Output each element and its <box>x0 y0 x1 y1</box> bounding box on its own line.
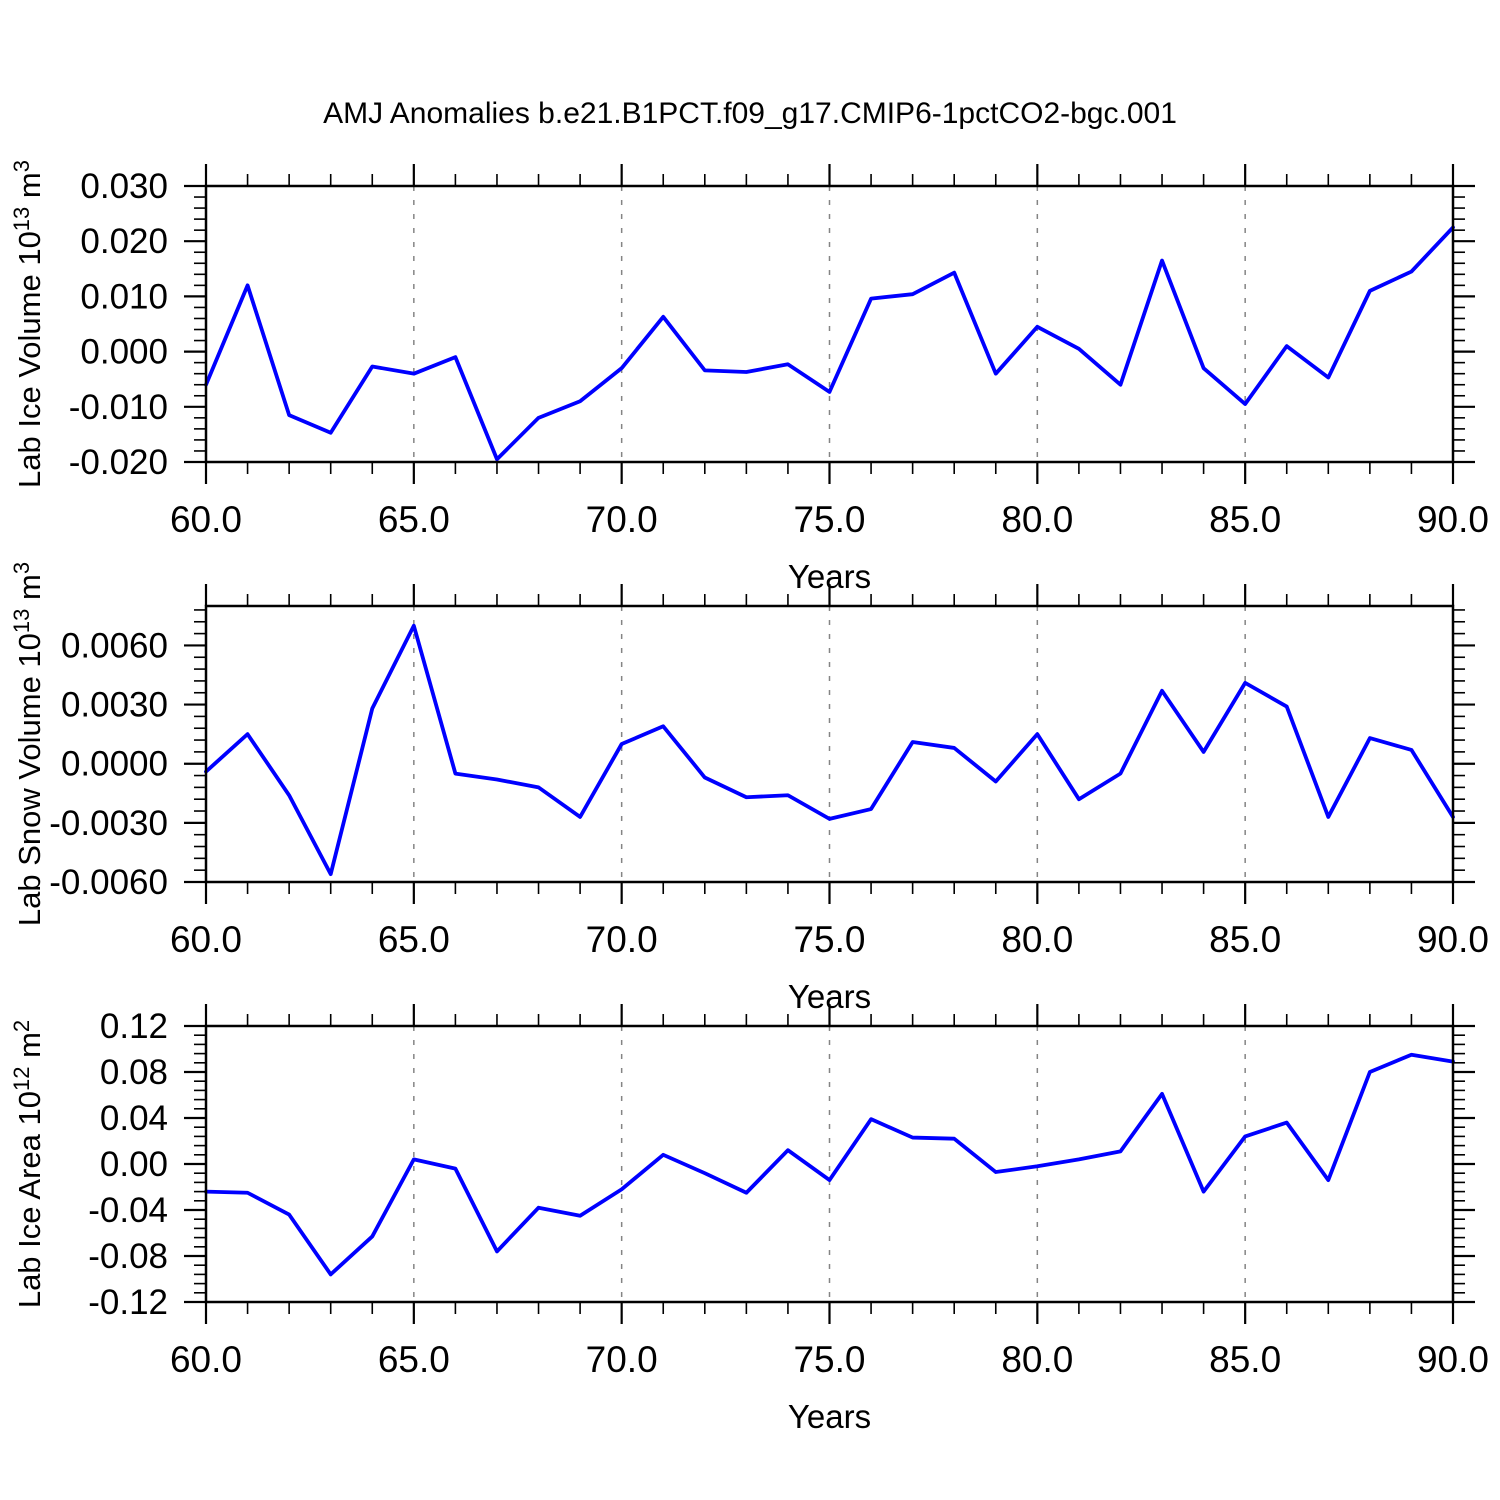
lab-ice-area-xtick-label: 90.0 <box>1417 1339 1489 1380</box>
lab-ice-volume-ytick-label: 0.000 <box>80 333 168 372</box>
lab-snow-volume-ytick-label: -0.0060 <box>49 863 168 902</box>
lab-ice-volume-xtick-label: 70.0 <box>586 499 658 540</box>
lab-snow-volume-xtick-label: 80.0 <box>1001 919 1073 960</box>
lab-ice-area-ytick-label: 0.04 <box>100 1099 168 1138</box>
lab-snow-volume-ytick-label: -0.0030 <box>49 804 168 843</box>
lab-ice-area-xtick-label: 80.0 <box>1001 1339 1073 1380</box>
lab-ice-area-ytick-label: 0.08 <box>100 1053 168 1092</box>
lab-snow-volume-y-axis-title: Lab Snow Volume 1013 m3 <box>9 562 47 926</box>
lab-ice-volume-xtick-label: 90.0 <box>1417 499 1489 540</box>
plot-title: AMJ Anomalies b.e21.B1PCT.f09_g17.CMIP6-… <box>323 97 1177 130</box>
lab-snow-volume-ytick-label: 0.0000 <box>61 745 168 784</box>
lab-ice-area-xtick-label: 85.0 <box>1209 1339 1281 1380</box>
lab-ice-area-ytick-label: -0.04 <box>88 1191 168 1230</box>
lab-ice-area-frame <box>204 1024 1455 1304</box>
lab-ice-volume-ytick-label: 0.020 <box>80 222 168 261</box>
lab-ice-area-xtick-label: 65.0 <box>378 1339 450 1380</box>
lab-snow-volume-xtick-label: 60.0 <box>170 919 242 960</box>
lab-snow-volume-ytick-label: 0.0030 <box>61 686 168 725</box>
lab-snow-volume-frame <box>204 604 1455 884</box>
lab-ice-area-ytick-label: -0.08 <box>88 1237 168 1276</box>
lab-ice-area-xtick-label: 60.0 <box>170 1339 242 1380</box>
lab-ice-volume-xtick-label: 60.0 <box>170 499 242 540</box>
lab-ice-volume-frame <box>204 184 1455 464</box>
lab-ice-area-ytick-label: -0.12 <box>88 1283 168 1322</box>
lab-ice-area-y-axis-title: Lab Ice Area 1012 m2 <box>9 1020 47 1308</box>
lab-ice-volume-y-axis-title: Lab Ice Volume 1013 m3 <box>9 160 47 488</box>
lab-ice-volume-series-line <box>204 225 1455 462</box>
lab-snow-volume-xtick-label: 70.0 <box>586 919 658 960</box>
lab-ice-area-xtick-label: 70.0 <box>586 1339 658 1380</box>
lab-ice-volume-xtick-label: 65.0 <box>378 499 450 540</box>
lab-ice-area-series-line <box>204 1052 1455 1277</box>
lab-ice-volume-xtick-label: 80.0 <box>1001 499 1073 540</box>
lab-snow-volume-ytick-label: 0.0060 <box>61 626 168 665</box>
lab-ice-area-ytick-label: 0.00 <box>100 1145 168 1184</box>
lab-ice-volume-xtick-label: 75.0 <box>793 499 865 540</box>
lab-ice-area-x-axis-title: Years <box>788 1398 871 1435</box>
lab-ice-volume-ytick-label: 0.030 <box>80 167 168 206</box>
lab-ice-volume-ytick-label: -0.010 <box>69 388 168 427</box>
lab-snow-volume-series-line <box>204 623 1455 877</box>
lab-ice-area-xtick-label: 75.0 <box>793 1339 865 1380</box>
lab-snow-volume-xtick-label: 75.0 <box>793 919 865 960</box>
lab-snow-volume-xtick-label: 65.0 <box>378 919 450 960</box>
lab-ice-area-ytick-label: 0.12 <box>100 1007 168 1046</box>
lab-ice-volume-ytick-label: 0.010 <box>80 277 168 316</box>
lab-snow-volume-xtick-label: 85.0 <box>1209 919 1281 960</box>
lab-snow-volume-xtick-label: 90.0 <box>1417 919 1489 960</box>
lab-ice-volume-ytick-label: -0.020 <box>69 443 168 482</box>
lab-ice-volume-xtick-label: 85.0 <box>1209 499 1281 540</box>
